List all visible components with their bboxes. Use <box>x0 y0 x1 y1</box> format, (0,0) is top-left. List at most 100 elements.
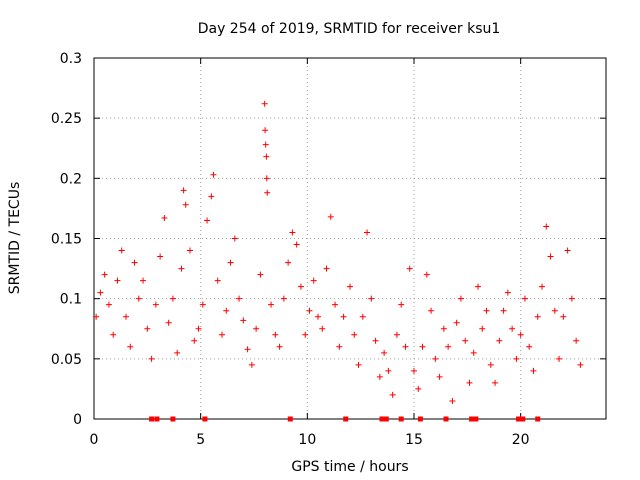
data-point <box>323 265 330 272</box>
data-point <box>385 367 392 374</box>
y-tick-label: 0.15 <box>51 232 82 248</box>
data-point <box>140 277 147 284</box>
zero-marker <box>443 416 449 422</box>
data-point <box>105 301 112 308</box>
data-point <box>449 397 456 404</box>
data-point <box>204 217 211 224</box>
data-point <box>182 201 189 208</box>
data-point <box>521 295 528 302</box>
data-point <box>327 213 334 220</box>
data-point <box>264 189 271 196</box>
data-point <box>556 355 563 362</box>
data-point <box>402 343 409 350</box>
data-point <box>440 325 447 332</box>
data-point <box>118 247 125 254</box>
zero-marker <box>516 416 522 422</box>
data-point <box>114 277 121 284</box>
data-point <box>509 325 516 332</box>
data-point <box>123 313 129 320</box>
y-tick-label: 0 <box>73 412 82 428</box>
zero-marker <box>473 416 479 422</box>
data-point <box>513 355 520 362</box>
data-point <box>240 317 247 324</box>
y-tick-label: 0.3 <box>60 51 82 67</box>
data-point <box>208 193 215 200</box>
zero-marker <box>154 416 160 422</box>
data-point <box>504 289 511 296</box>
data-point <box>174 349 181 356</box>
data-point <box>368 295 375 302</box>
data-point <box>470 349 477 356</box>
data-point <box>466 379 473 386</box>
data-point <box>453 319 460 326</box>
data-point <box>389 391 396 398</box>
data-point <box>351 331 358 338</box>
data-point <box>315 313 321 320</box>
data-point <box>436 373 443 380</box>
data-point <box>530 367 537 374</box>
data-point <box>457 295 464 302</box>
data-point <box>573 337 580 344</box>
data-point <box>517 331 524 338</box>
data-point <box>577 361 584 368</box>
data-point <box>268 301 275 308</box>
data-point <box>293 241 300 248</box>
data-point <box>534 313 541 320</box>
data-point <box>560 313 567 320</box>
data-point <box>210 171 217 178</box>
data-point <box>306 307 313 314</box>
data-point <box>428 307 435 314</box>
data-point <box>262 141 269 148</box>
data-point <box>336 343 343 350</box>
data-point <box>195 325 202 332</box>
data-point <box>272 331 279 338</box>
data-point <box>475 283 481 290</box>
data-point <box>219 331 225 338</box>
zero-marker <box>469 416 475 422</box>
y-tick-label: 0.2 <box>60 171 82 187</box>
data-point <box>398 301 405 308</box>
data-point <box>492 379 499 386</box>
zero-marker <box>398 416 404 422</box>
data-point <box>178 265 185 272</box>
data-point <box>152 301 159 308</box>
data-point <box>244 346 251 353</box>
zero-marker <box>149 416 155 422</box>
data-point <box>419 343 426 350</box>
zero-marker <box>383 416 389 422</box>
x-tick-label: 10 <box>298 432 316 448</box>
data-point <box>445 343 452 350</box>
data-point <box>97 289 104 296</box>
zero-marker <box>202 416 208 422</box>
data-point <box>547 253 554 260</box>
zero-marker <box>535 416 541 422</box>
data-point <box>285 259 292 266</box>
data-point <box>135 295 142 302</box>
data-point <box>165 319 172 326</box>
data-point <box>248 361 255 368</box>
data-point <box>355 361 362 368</box>
data-point <box>483 307 490 314</box>
zero-marker <box>287 416 293 422</box>
x-tick-labels: 0 5 10 15 20 <box>90 432 530 448</box>
data-point <box>462 337 469 344</box>
y-axis-label: SRMTID / TECUs <box>7 182 23 295</box>
data-point <box>539 283 545 290</box>
y-tick-labels: 0 0.05 0.1 0.15 0.2 0.25 0.3 <box>51 51 82 428</box>
data-point <box>340 313 347 320</box>
data-point <box>415 385 422 392</box>
data-point <box>297 283 304 290</box>
x-tick-label: 5 <box>196 432 205 448</box>
data-point <box>161 215 168 222</box>
y-tick-label: 0.25 <box>51 111 82 127</box>
data-point <box>411 367 417 374</box>
data-point <box>289 229 296 236</box>
data-point <box>359 313 366 320</box>
data-point <box>364 229 371 236</box>
data-point <box>157 253 164 260</box>
data-point <box>131 259 138 266</box>
x-tick-label: 20 <box>512 432 530 448</box>
data-point <box>487 361 494 368</box>
data-point <box>262 127 269 134</box>
data-point <box>93 313 100 320</box>
